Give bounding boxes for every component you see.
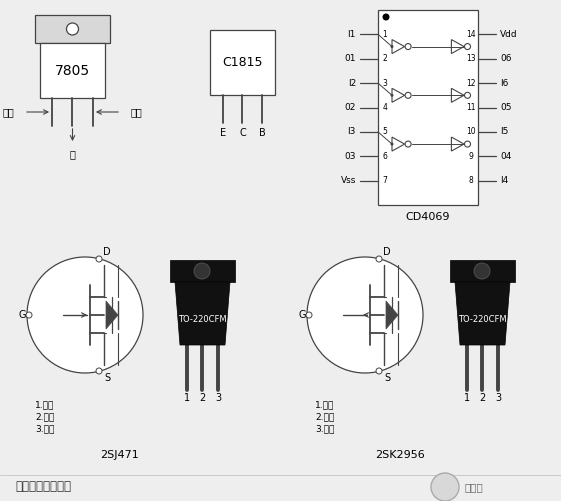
Text: 05: 05 — [500, 103, 512, 112]
Polygon shape — [386, 301, 398, 329]
Text: 2: 2 — [383, 54, 388, 63]
Text: I5: I5 — [500, 127, 508, 136]
Circle shape — [405, 44, 411, 50]
Text: 3: 3 — [215, 393, 221, 403]
Text: 06: 06 — [500, 54, 512, 63]
Text: 1.栅极: 1.栅极 — [35, 400, 54, 409]
Text: 2SJ471: 2SJ471 — [100, 450, 139, 460]
Text: 1: 1 — [383, 30, 388, 39]
Circle shape — [376, 368, 382, 374]
Circle shape — [376, 256, 382, 262]
Text: 2.漏极: 2.漏极 — [35, 412, 54, 421]
Text: 5: 5 — [383, 127, 388, 136]
Text: 地: 地 — [70, 149, 75, 159]
Text: D: D — [383, 247, 391, 257]
Bar — [450, 260, 515, 282]
Text: 6: 6 — [383, 152, 388, 161]
Text: 3.源极: 3.源极 — [35, 424, 54, 433]
Text: S: S — [384, 373, 390, 383]
Text: TO-220CFM: TO-220CFM — [178, 316, 226, 325]
Text: Vss: Vss — [341, 176, 356, 185]
Bar — [35, 15, 110, 43]
Text: 3: 3 — [383, 79, 388, 88]
Text: S: S — [104, 373, 110, 383]
Text: 8: 8 — [468, 176, 473, 185]
Text: G: G — [19, 310, 26, 320]
Text: 1: 1 — [184, 393, 190, 403]
Text: I2: I2 — [348, 79, 356, 88]
Circle shape — [465, 92, 471, 98]
Text: 2: 2 — [479, 393, 485, 403]
Circle shape — [307, 257, 423, 373]
Polygon shape — [175, 282, 230, 345]
Circle shape — [390, 94, 393, 97]
Circle shape — [474, 263, 490, 279]
Text: 输入: 输入 — [2, 107, 14, 117]
Text: 9: 9 — [468, 152, 473, 161]
Text: 百月辰: 百月辰 — [465, 482, 484, 492]
Bar — [210, 30, 275, 95]
Circle shape — [96, 256, 102, 262]
Circle shape — [194, 263, 210, 279]
Text: 输出: 输出 — [131, 107, 142, 117]
Text: C1815: C1815 — [222, 56, 263, 69]
Text: 01: 01 — [344, 54, 356, 63]
Circle shape — [390, 143, 393, 146]
Text: CD4069: CD4069 — [406, 212, 450, 222]
Circle shape — [383, 14, 389, 21]
Circle shape — [27, 257, 143, 373]
Text: 02: 02 — [344, 103, 356, 112]
Text: 逆变器所用元器件: 逆变器所用元器件 — [15, 480, 71, 493]
Polygon shape — [455, 282, 510, 345]
Circle shape — [465, 44, 471, 50]
Text: G: G — [298, 310, 306, 320]
Circle shape — [67, 23, 79, 35]
Circle shape — [405, 141, 411, 147]
Text: 1.栅极: 1.栅极 — [315, 400, 334, 409]
Text: I3: I3 — [348, 127, 356, 136]
Text: B: B — [259, 128, 265, 138]
Polygon shape — [106, 301, 118, 329]
Circle shape — [431, 473, 459, 501]
Text: 3: 3 — [495, 393, 501, 403]
Text: I1: I1 — [348, 30, 356, 39]
Text: 3.源极: 3.源极 — [315, 424, 334, 433]
Circle shape — [390, 45, 393, 48]
Text: 1: 1 — [464, 393, 470, 403]
Text: Vdd: Vdd — [500, 30, 518, 39]
Text: E: E — [220, 128, 226, 138]
Text: 4: 4 — [383, 103, 388, 112]
Text: 04: 04 — [500, 152, 512, 161]
Text: 2SK2956: 2SK2956 — [375, 450, 425, 460]
Text: 03: 03 — [344, 152, 356, 161]
Text: D: D — [103, 247, 111, 257]
Text: 7: 7 — [383, 176, 388, 185]
Circle shape — [405, 92, 411, 98]
Circle shape — [306, 312, 312, 318]
Text: 13: 13 — [466, 54, 476, 63]
Circle shape — [96, 368, 102, 374]
Text: 2: 2 — [199, 393, 205, 403]
Text: 12: 12 — [466, 79, 476, 88]
Bar — [40, 43, 105, 98]
Text: I6: I6 — [500, 79, 508, 88]
Text: 14: 14 — [466, 30, 476, 39]
Text: 10: 10 — [466, 127, 476, 136]
Text: 11: 11 — [466, 103, 476, 112]
Circle shape — [465, 141, 471, 147]
Bar — [170, 260, 235, 282]
Text: TO-220CFM: TO-220CFM — [458, 316, 507, 325]
Text: C: C — [239, 128, 246, 138]
Text: I4: I4 — [500, 176, 508, 185]
Bar — [378, 10, 478, 205]
Text: 7805: 7805 — [55, 64, 90, 78]
Circle shape — [26, 312, 32, 318]
Text: 2.漏极: 2.漏极 — [315, 412, 334, 421]
